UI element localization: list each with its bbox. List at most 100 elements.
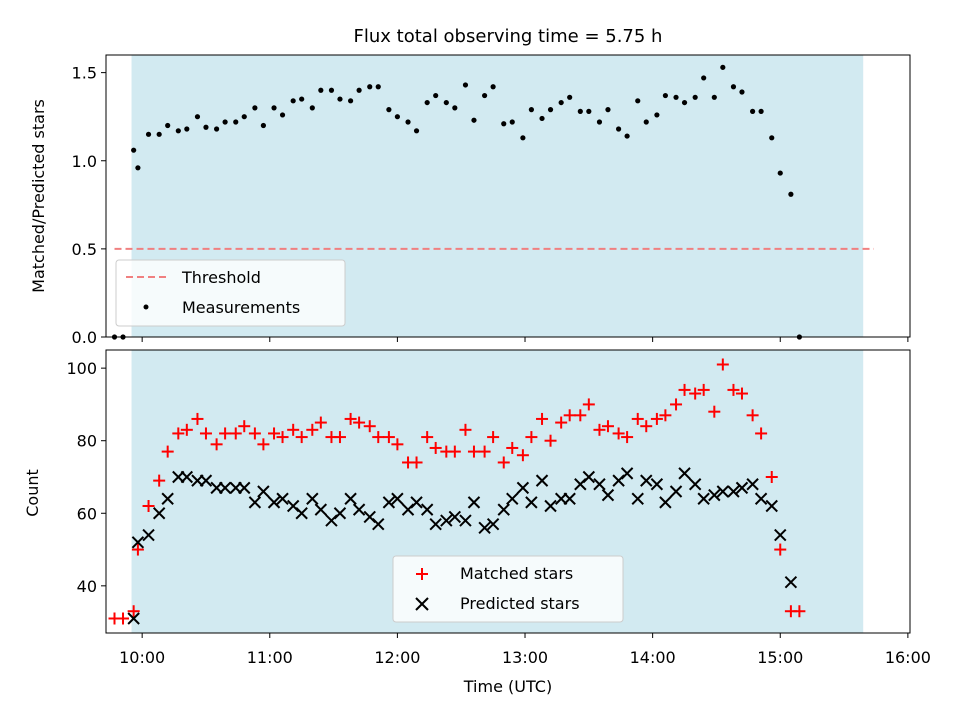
matched-star-point (774, 543, 787, 556)
matched-star-point (659, 409, 672, 422)
measurement-point (222, 119, 228, 125)
matched-star-point (621, 431, 634, 444)
predicted-star-point (218, 481, 232, 495)
measurement-point (643, 119, 649, 125)
predicted-star-point (420, 503, 434, 516)
matched-star-point (670, 398, 683, 411)
matched-star-point (593, 423, 606, 436)
predicted-star-point (544, 499, 557, 513)
predicted-star-point (506, 492, 519, 505)
measurement-point (471, 117, 477, 123)
matched-star-point (131, 543, 144, 556)
predicted-star-point (467, 496, 481, 509)
x-tick-label: 10:00 (119, 648, 165, 667)
bottom-panel: 40 60 80 100 10:00 11:00 12:00 13:00 14:00 15:00… (23, 349, 931, 696)
matched-legend-swatch (416, 568, 428, 580)
predicted-star-point (601, 488, 615, 502)
predicted-star-point (593, 478, 606, 491)
measurement-point (135, 165, 141, 171)
measurement-point (203, 124, 209, 130)
threshold-legend-label: Threshold (181, 268, 261, 287)
x-tick-label: 11:00 (247, 648, 293, 667)
measurement-point (260, 122, 266, 129)
matched-star-point (421, 431, 434, 444)
predicted-star-point (727, 485, 740, 498)
measurement-point (241, 114, 247, 120)
matched-star-point (306, 423, 319, 436)
top-legend-box (115, 259, 346, 327)
predicted-star-point (161, 492, 174, 505)
predicted-star-point (563, 492, 576, 505)
matched-stars-series (108, 358, 806, 625)
matched-star-point (746, 409, 759, 422)
measurement-point (490, 84, 496, 90)
top-panel: 0.0 0.5 1.0 1.5 Flux total observing time =… (29, 26, 911, 347)
matched-star-point (689, 387, 702, 400)
matched-star-point (191, 412, 204, 425)
predicted-star-point (257, 485, 270, 498)
predicted-star-point (314, 503, 328, 516)
measurement-point (290, 98, 296, 104)
measurement-point (271, 105, 277, 111)
chart-title: Flux total observing time = 5.75 h (354, 26, 663, 47)
matched-star-point (544, 434, 557, 447)
predicted-star-point (306, 492, 319, 505)
measurement-point (520, 135, 526, 141)
measurement-point (605, 107, 611, 113)
measurement-point (616, 126, 622, 132)
predicted-star-point (640, 474, 653, 487)
matched-star-point (536, 412, 549, 425)
measurement-point (635, 98, 641, 104)
predicted-star-point (238, 481, 251, 495)
measurement-point (501, 121, 507, 127)
predicted-star-point (142, 528, 155, 542)
measurement-point (337, 96, 343, 102)
matched-star-point (153, 474, 166, 487)
predicted-star-point (697, 492, 710, 505)
measurement-point (413, 128, 420, 134)
predicted-star-point (774, 528, 787, 542)
measurement-point (539, 115, 545, 122)
measurements-series (111, 64, 802, 340)
matched-star-point (497, 456, 510, 469)
matched-star-point (678, 383, 691, 396)
matched-star-point (410, 456, 423, 469)
predicted-star-point (448, 510, 462, 524)
predicted-star-point (478, 521, 491, 534)
measurement-point (547, 107, 554, 113)
top-legend: Threshold Measurements (115, 259, 346, 327)
measurement-point (577, 108, 583, 114)
measurement-point (175, 128, 181, 134)
predicted-star-point (765, 499, 778, 513)
matched-star-point (448, 445, 461, 458)
measurement-point (452, 105, 458, 111)
measurements-legend-swatch (143, 304, 149, 310)
measurement-point (711, 94, 717, 100)
matched-star-point (487, 431, 500, 444)
bottom-y-tick-label: 80 (77, 432, 97, 451)
matched-star-point (219, 427, 232, 440)
predicted-star-point (631, 492, 644, 505)
matched-star-point (257, 438, 270, 451)
bottom-y-axis-label: Count (23, 469, 42, 517)
matched-star-point (172, 427, 185, 440)
matched-star-point (142, 500, 155, 513)
x-tick-label: 12:00 (374, 648, 420, 667)
x-tick-label: 15:00 (757, 648, 803, 667)
measurement-point (586, 108, 592, 114)
matched-star-point (555, 416, 568, 429)
measurement-point (567, 94, 573, 100)
predicted-star-point (199, 474, 213, 487)
matched-star-point (229, 427, 242, 440)
measurement-point (252, 105, 258, 111)
top-y-axis-ticks: 0.0 0.5 1.0 1.5 (72, 64, 106, 347)
predicted-star-point (669, 485, 683, 498)
bottom-y-tick-label: 40 (77, 577, 97, 596)
measurement-point (405, 119, 411, 125)
matched-star-point (467, 445, 480, 458)
matched-star-point (238, 420, 251, 433)
bottom-y-tick-label: 60 (77, 504, 97, 523)
matched-star-point (391, 438, 404, 451)
measurement-point (424, 99, 430, 106)
matched-star-point (248, 427, 261, 440)
